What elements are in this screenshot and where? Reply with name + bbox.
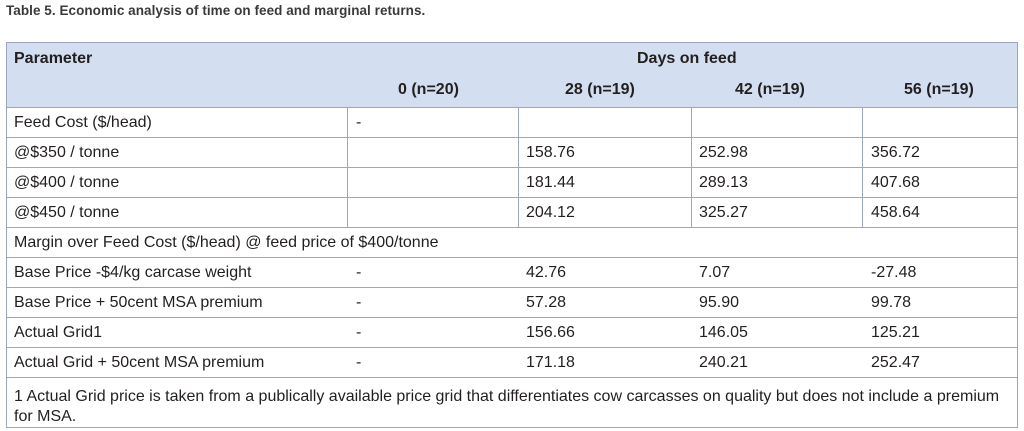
economic-analysis-table: Parameter Days on feed 0 (n=20) 28 (n=19… [6,42,1018,428]
header-parameter: Parameter [14,50,93,67]
cell-0: - [356,354,362,371]
row-label: Actual Grid1 [14,324,103,341]
table-row: Base Price + 50cent MSA premium - 57.28 … [7,287,1017,317]
cell-28: 204.12 [526,204,575,221]
table-row: @$450 / tonne 204.12 325.27 458.64 [7,197,1017,227]
row-label: Base Price -$4/kg carcase weight [14,264,252,281]
cell-28: 171.18 [526,354,575,371]
cell-42: 289.13 [699,174,748,191]
row-label: @$400 / tonne [14,174,120,191]
cell-56: 458.64 [871,204,920,221]
cell-42: 95.90 [699,294,740,311]
row-label: Margin over Feed Cost ($/head) @ feed pr… [14,234,439,251]
cell-56: 125.21 [871,324,920,341]
table-row: Actual Grid + 50cent MSA premium - 171.1… [7,347,1017,377]
row-label: @$450 / tonne [14,204,120,221]
cell-42: 146.05 [699,324,748,341]
cell-56: 407.68 [871,174,920,191]
table-footnote: 1 Actual Grid price is taken from a publ… [14,388,1000,425]
table-row: Actual Grid1 - 156.66 146.05 125.21 [7,317,1017,347]
table-row: Margin over Feed Cost ($/head) @ feed pr… [7,227,1017,257]
table-header: Parameter Days on feed 0 (n=20) 28 (n=19… [7,43,1017,107]
cell-42: 325.27 [699,204,748,221]
table-row: Base Price -$4/kg carcase weight - 42.76… [7,257,1017,287]
header-days-on-feed: Days on feed [637,50,737,67]
cell-28: 57.28 [526,294,567,311]
cell-0: - [356,264,362,281]
cell-0: - [356,294,362,311]
row-label: Actual Grid + 50cent MSA premium [14,354,265,371]
cell-42: 240.21 [699,354,748,371]
cell-56: 252.47 [871,354,920,371]
header-col-0: 0 (n=20) [398,81,459,98]
table-row: Feed Cost ($/head) - [7,107,1017,137]
cell-28: 158.76 [526,144,575,161]
cell-42: 7.07 [699,264,731,281]
table-caption: Table 5. Economic analysis of time on fe… [6,3,426,18]
header-col-42: 42 (n=19) [735,81,805,98]
footnote-divider [7,377,1017,378]
cell-56: 99.78 [871,294,912,311]
row-label: @$350 / tonne [14,144,120,161]
table-row: @$350 / tonne 158.76 252.98 356.72 [7,137,1017,167]
cell-28: 156.66 [526,324,575,341]
cell-56: -27.48 [871,264,917,281]
row-label: Base Price + 50cent MSA premium [14,294,263,311]
cell-42: 252.98 [699,144,748,161]
cell-0: - [356,114,362,131]
cell-56: 356.72 [871,144,920,161]
cell-28: 42.76 [526,264,567,281]
header-col-28: 28 (n=19) [565,81,635,98]
table-row: @$400 / tonne 181.44 289.13 407.68 [7,167,1017,197]
cell-0: - [356,324,362,341]
header-col-56: 56 (n=19) [904,81,974,98]
row-label: Feed Cost ($/head) [14,114,152,131]
cell-28: 181.44 [526,174,575,191]
